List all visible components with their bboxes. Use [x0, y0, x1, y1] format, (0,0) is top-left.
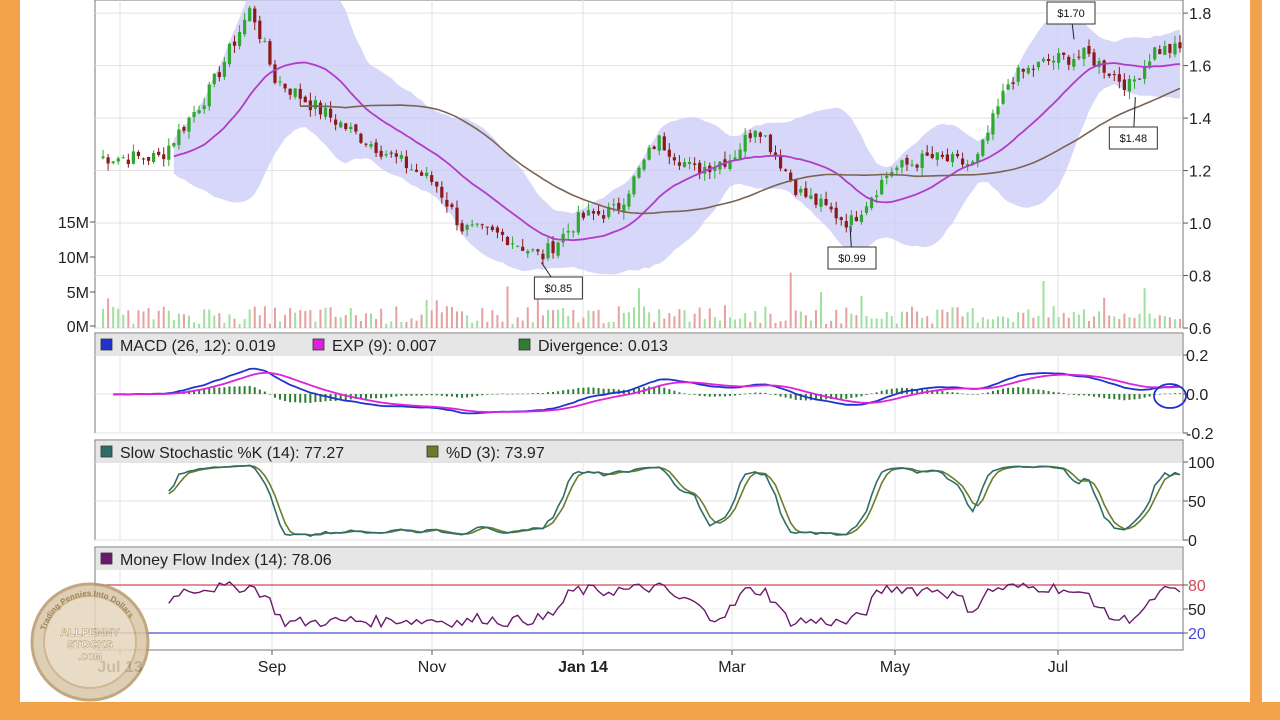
watermark-seal: Trading Pennies Into Dollars ALLPENNY ST… — [30, 582, 150, 702]
svg-text:Jul: Jul — [1048, 659, 1068, 676]
svg-text:Mar: Mar — [718, 659, 746, 676]
candles — [101, 5, 1182, 265]
mfi-y-axis: 80 50 20 — [1183, 578, 1206, 643]
svg-text:EXP (9): 0.007: EXP (9): 0.007 — [332, 338, 437, 355]
svg-text:1.2: 1.2 — [1189, 164, 1211, 181]
svg-text:0M: 0M — [67, 319, 89, 336]
svg-text:Slow Stochastic %K (14): 77.27: Slow Stochastic %K (14): 77.27 — [120, 445, 344, 462]
svg-text:ALLPENNY: ALLPENNY — [60, 627, 120, 639]
price-panel: $0.85 $0.99 $1.70 $1.48 — [94, 0, 1184, 329]
price-y-axis: 1.8 1.6 1.4 1.2 1.0 0.8 0.6 — [1183, 6, 1211, 338]
mfi-line — [168, 581, 1181, 629]
svg-text:-0.2: -0.2 — [1186, 426, 1214, 443]
svg-text:Sep: Sep — [258, 659, 287, 676]
svg-text:100: 100 — [1188, 455, 1215, 472]
svg-text:0.8: 0.8 — [1189, 269, 1211, 286]
svg-text:5M: 5M — [67, 285, 89, 302]
svg-text:50: 50 — [1188, 602, 1206, 619]
svg-text:May: May — [880, 659, 910, 676]
svg-text:1.8: 1.8 — [1189, 6, 1211, 23]
moving-average-slow — [300, 87, 1181, 215]
svg-text:Nov: Nov — [418, 659, 446, 676]
mfi-panel: Money Flow Index (14): 78.06 — [94, 546, 1184, 651]
moving-average-fast — [173, 61, 1181, 242]
svg-text:$0.85: $0.85 — [545, 283, 573, 295]
macd-y-axis: 0.2 0.0 -0.2 — [1183, 348, 1214, 443]
highlight-circle — [1153, 383, 1187, 409]
svg-text:80: 80 — [1188, 578, 1206, 595]
mfi-legend: Money Flow Index (14): 78.06 — [100, 552, 332, 569]
svg-text:$1.70: $1.70 — [1057, 8, 1085, 20]
svg-text:0.6: 0.6 — [1189, 321, 1211, 338]
svg-text:0.2: 0.2 — [1186, 348, 1208, 365]
svg-text:$0.99: $0.99 — [838, 253, 866, 265]
svg-text:STOCKS: STOCKS — [67, 639, 113, 651]
svg-text:MACD (26, 12): 0.019: MACD (26, 12): 0.019 — [120, 338, 276, 355]
svg-text:1.0: 1.0 — [1189, 216, 1211, 233]
stochastic-panel: Slow Stochastic %K (14): 77.27 %D (3): 73… — [94, 439, 1184, 541]
exp-line — [113, 371, 1181, 413]
stochastic-k-line — [168, 464, 1181, 537]
volume-axis: 15M 10M 5M 0M — [58, 215, 95, 336]
svg-text:Jan 14: Jan 14 — [558, 659, 608, 676]
macd-line — [113, 367, 1180, 415]
svg-text:0: 0 — [1188, 533, 1197, 550]
macd-legend: MACD (26, 12): 0.019 EXP (9): 0.007 Diverg… — [100, 338, 668, 355]
stochastic-legend: Slow Stochastic %K (14): 77.27 %D (3): 73… — [100, 445, 545, 462]
svg-text:15M: 15M — [58, 215, 89, 232]
stochastic-y-axis: 100 50 0 — [1183, 455, 1215, 550]
frame-right — [1250, 0, 1262, 720]
svg-text:50: 50 — [1188, 494, 1206, 511]
svg-text:$1.48: $1.48 — [1120, 133, 1148, 145]
frame-bottom — [0, 702, 1280, 720]
svg-text:Money Flow Index (14): 78.06: Money Flow Index (14): 78.06 — [120, 552, 332, 569]
bollinger-band — [173, 0, 1180, 275]
svg-text:.COM: .COM — [78, 652, 102, 662]
volume-bars — [102, 272, 1181, 328]
svg-text:10M: 10M — [58, 250, 89, 267]
svg-text:1.6: 1.6 — [1189, 59, 1211, 76]
price-annotations: $0.85 $0.99 $1.70 $1.48 — [533, 1, 1158, 300]
frame-left — [0, 0, 20, 720]
svg-text:%D (3): 73.97: %D (3): 73.97 — [446, 445, 545, 462]
svg-text:20: 20 — [1188, 626, 1206, 643]
svg-text:Divergence: 0.013: Divergence: 0.013 — [538, 338, 668, 355]
svg-text:0.0: 0.0 — [1186, 387, 1208, 404]
macd-grid — [95, 354, 1183, 434]
svg-text:1.4: 1.4 — [1189, 111, 1211, 128]
macd-panel: MACD (26, 12): 0.019 EXP (9): 0.007 Diverg… — [94, 332, 1187, 434]
